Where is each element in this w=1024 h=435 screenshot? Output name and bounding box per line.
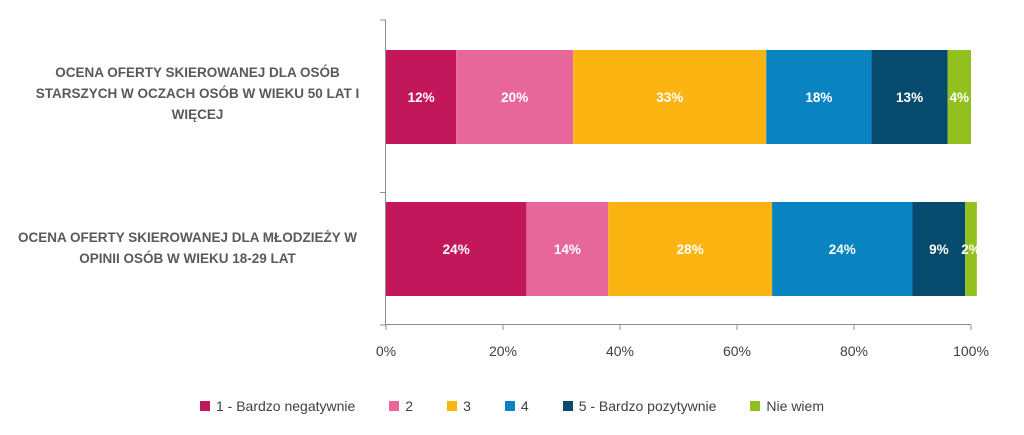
legend-swatch xyxy=(389,401,400,411)
bar-segment xyxy=(772,202,913,296)
data-label: 18% xyxy=(805,90,832,105)
bar-segment xyxy=(965,202,977,296)
x-tick-label: 80% xyxy=(840,343,868,359)
x-tick-label: 100% xyxy=(953,343,989,359)
legend-item: 1 - Bardzo negatywnie xyxy=(199,398,356,414)
legend-swatch xyxy=(447,401,458,411)
data-label: 13% xyxy=(896,90,923,105)
legend-item: 5 - Bardzo pozytywnie xyxy=(562,398,717,414)
bar-segment xyxy=(386,202,527,296)
x-tick-label: 20% xyxy=(489,343,517,359)
x-tick-label: 40% xyxy=(606,343,634,359)
data-label: 28% xyxy=(677,242,704,257)
bar-segment xyxy=(912,202,966,296)
data-label: 14% xyxy=(554,242,581,257)
legend-swatch xyxy=(562,401,573,411)
legend-label: 3 xyxy=(463,398,471,414)
legend: 1 - Bardzo negatywnie 2 3 4 5 - Bardzo pozyt… xyxy=(0,398,1024,414)
legend-label: 2 xyxy=(405,398,414,414)
bar-segment xyxy=(386,50,457,144)
bar-segment xyxy=(766,50,872,144)
legend-label: 4 xyxy=(520,398,529,414)
bar-segment xyxy=(871,50,948,144)
legend-label: 1 - Bardzo negatywnie xyxy=(215,398,356,414)
bar-segment xyxy=(456,50,574,144)
data-label: 24% xyxy=(829,242,856,257)
data-label: 12% xyxy=(408,90,435,105)
category-label-seniors: OCENA OFERTY SKIEROWANEJ DLA OSÓB STARSZ… xyxy=(35,65,360,122)
data-label: 20% xyxy=(501,90,528,105)
data-label: 33% xyxy=(656,90,683,105)
x-tick-label: 0% xyxy=(376,343,396,359)
data-label: 4% xyxy=(950,90,970,105)
legend-swatch xyxy=(504,401,515,411)
legend-swatch xyxy=(199,401,210,411)
bar-segment xyxy=(526,202,609,296)
legend-item: 3 xyxy=(447,398,471,414)
data-label: 9% xyxy=(929,242,949,257)
bar-segment xyxy=(608,202,773,296)
bar-segment xyxy=(573,50,767,144)
legend-swatch xyxy=(750,401,761,411)
data-label: 24% xyxy=(443,242,470,257)
category-label-youth: OCENA OFERTY SKIEROWANEJ DLA MŁODZIEŻY W… xyxy=(17,230,358,266)
x-tick-label: 60% xyxy=(723,343,751,359)
legend-item: 4 xyxy=(504,398,529,414)
bar-segment xyxy=(947,50,971,144)
legend-item: Nie wiem xyxy=(750,398,824,414)
legend-label: 5 - Bardzo pozytywnie xyxy=(578,398,717,414)
legend-item: 2 xyxy=(389,398,413,414)
legend-label: Nie wiem xyxy=(766,398,824,414)
data-label: 2% xyxy=(961,242,981,257)
